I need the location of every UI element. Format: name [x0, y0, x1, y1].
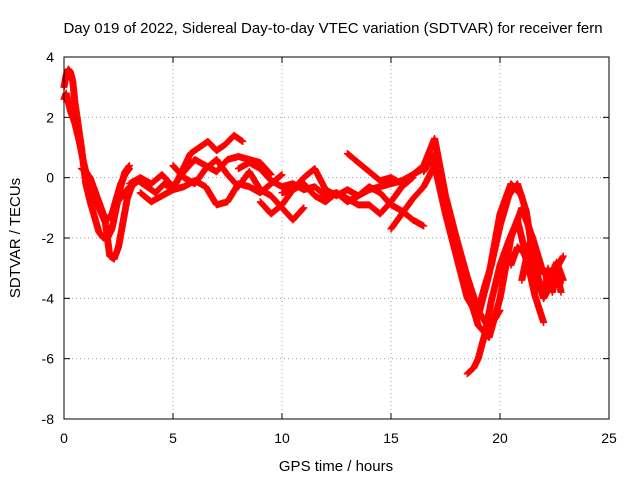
- y-tick-label: -2: [42, 230, 55, 246]
- data-point-marker: [278, 171, 286, 179]
- y-tick-label: 2: [46, 109, 54, 125]
- series-arc-q: [518, 237, 565, 302]
- x-tick-label: 0: [60, 430, 68, 446]
- y-tick-labels: -8 -6 -4 -2 0 2 4: [42, 49, 55, 427]
- series-arc-j: [278, 165, 428, 230]
- y-tick-label: -6: [42, 351, 55, 367]
- y-tick-label: 0: [46, 170, 54, 186]
- x-tick-label: 10: [274, 430, 290, 446]
- chart-title: Day 019 of 2022, Sidereal Day-to-day VTE…: [63, 20, 602, 37]
- y-tick-label: -4: [42, 290, 55, 306]
- x-axis-label: GPS time / hours: [279, 458, 393, 475]
- data-point-marker: [277, 171, 285, 179]
- data-point-marker: [559, 252, 567, 260]
- plot-frame: [63, 56, 610, 420]
- x-tick-label: 5: [169, 430, 177, 446]
- data-point-marker: [299, 205, 307, 213]
- x-tick-labels: 0 5 10 15 20 25: [60, 430, 617, 446]
- x-tick-label: 20: [492, 430, 508, 446]
- data-point-marker: [557, 288, 565, 296]
- y-tick-label: -8: [42, 411, 55, 427]
- data-point-marker: [420, 222, 428, 230]
- data-point-marker: [125, 165, 133, 173]
- x-tick-label: 15: [383, 430, 399, 446]
- series-arc-d: [117, 131, 247, 203]
- data-point-marker: [239, 137, 247, 145]
- data-points: [60, 65, 567, 378]
- series-arc-c: [77, 165, 133, 224]
- series-arc-g: [169, 156, 308, 224]
- x-tick-label: 25: [601, 430, 617, 446]
- data-point-marker: [300, 204, 308, 212]
- y-tick-label: 4: [46, 49, 54, 65]
- y-axis-label: SDTVAR / TECUs: [7, 178, 24, 298]
- data-point-marker: [540, 318, 548, 326]
